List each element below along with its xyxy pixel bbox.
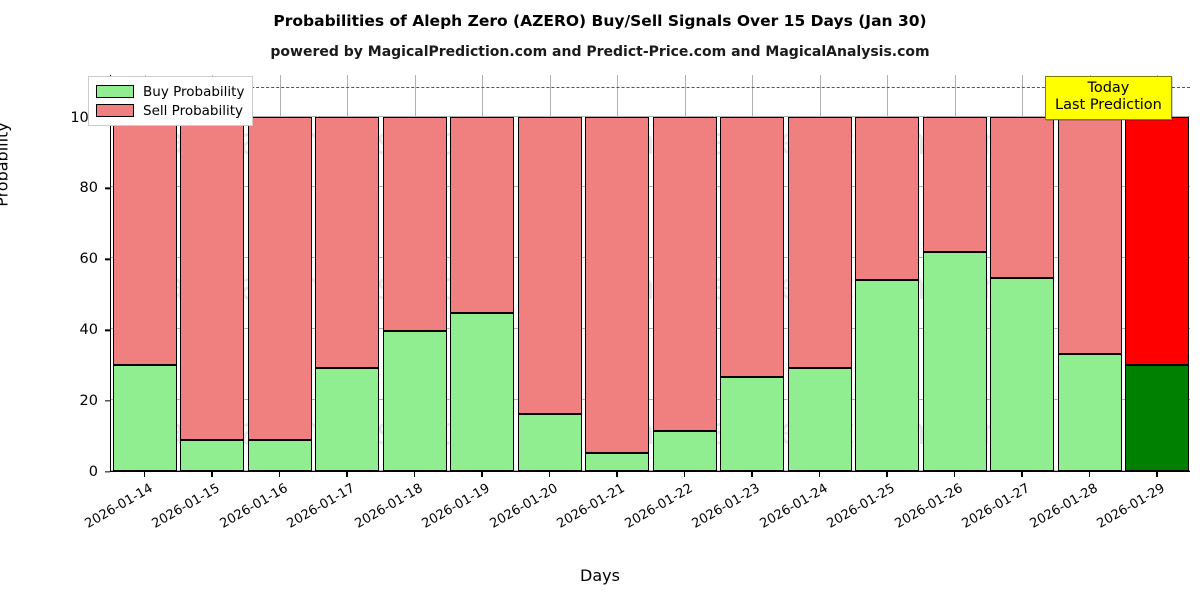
x-axis-tick-mark: [1088, 472, 1091, 477]
legend-item-sell[interactable]: Sell Probability: [96, 101, 244, 120]
bar-group[interactable]: [720, 75, 785, 471]
bar-group[interactable]: [450, 75, 515, 471]
bar-group[interactable]: [585, 75, 650, 471]
legend-label-buy: Buy Probability: [143, 83, 245, 100]
bar-group[interactable]: [247, 75, 312, 471]
bar-group[interactable]: [517, 75, 582, 471]
bar-segment-buy[interactable]: [990, 277, 1055, 471]
bar-segment-buy[interactable]: [652, 430, 717, 471]
y-axis-label: Probability: [0, 122, 12, 207]
bar-segment-buy[interactable]: [855, 279, 920, 471]
legend-label-sell: Sell Probability: [143, 102, 244, 119]
bar-segment-sell[interactable]: [1057, 116, 1122, 355]
today-annotation-line1: Today: [1087, 80, 1130, 96]
legend-item-buy[interactable]: Buy Probability: [96, 82, 244, 101]
bar-segment-buy[interactable]: [112, 364, 177, 471]
bar-group[interactable]: [315, 75, 380, 471]
gridline-horizontal: [111, 470, 1190, 471]
bar-segment-buy[interactable]: [382, 331, 447, 471]
bar-segment-sell[interactable]: [450, 116, 515, 314]
x-axis-tick-mark: [346, 472, 348, 477]
y-axis-tick-mark: [105, 187, 110, 190]
bar-segment-sell[interactable]: [315, 116, 380, 369]
bar-group[interactable]: [922, 75, 987, 471]
legend-swatch-sell-icon: [96, 104, 134, 117]
bar-segment-sell[interactable]: [922, 116, 987, 252]
bar-segment-sell[interactable]: [855, 116, 920, 280]
bar-segment-buy[interactable]: [1125, 364, 1190, 471]
y-axis-tick-mark: [105, 400, 110, 402]
bar-segment-sell[interactable]: [247, 116, 312, 441]
bar-group-today[interactable]: [1125, 75, 1190, 471]
bar-segment-sell[interactable]: [382, 116, 447, 331]
bar-group[interactable]: [112, 75, 177, 471]
bar-segment-buy[interactable]: [922, 251, 987, 471]
bar-group[interactable]: [855, 75, 920, 471]
x-axis-tick-mark: [616, 472, 618, 477]
legend-swatch-buy-icon: [96, 85, 134, 98]
y-axis-tick-label: 40: [79, 322, 98, 339]
x-axis-tick-mark: [1156, 472, 1158, 477]
x-axis-tick-mark: [278, 472, 281, 477]
bar-segment-sell[interactable]: [112, 116, 177, 365]
bar-segment-sell[interactable]: [990, 116, 1055, 278]
bar-segment-buy[interactable]: [450, 313, 515, 471]
y-axis-tick-label: 60: [79, 251, 98, 268]
bar-segment-sell[interactable]: [652, 116, 717, 431]
chart-title: Probabilities of Aleph Zero (AZERO) Buy/…: [273, 12, 927, 30]
bar-group[interactable]: [787, 75, 852, 471]
bar-group[interactable]: [180, 75, 245, 471]
bar-segment-buy[interactable]: [180, 440, 245, 471]
y-axis-tick-mark: [105, 329, 110, 331]
x-axis-tick-mark: [683, 472, 686, 477]
gridline-horizontal: [111, 399, 1190, 401]
bar-segment-buy[interactable]: [517, 414, 582, 471]
x-axis-tick-mark: [751, 472, 753, 477]
x-axis-tick-mark: [1021, 472, 1023, 477]
y-axis-tick-mark: [105, 258, 110, 260]
bar-segment-buy[interactable]: [247, 440, 312, 471]
bar-group[interactable]: [1057, 75, 1122, 471]
gridline-horizontal: [111, 328, 1190, 330]
x-axis-tick-mark: [818, 472, 821, 477]
bar-segment-buy[interactable]: [1057, 354, 1122, 471]
x-axis-tick-mark: [886, 472, 888, 477]
bar-group[interactable]: [382, 75, 447, 471]
bar-segment-buy[interactable]: [585, 453, 650, 471]
x-axis-tick-mark: [413, 472, 416, 477]
bar-group[interactable]: [652, 75, 717, 471]
y-axis-tick-label: 80: [79, 180, 98, 197]
bar-segment-sell[interactable]: [720, 116, 785, 378]
y-axis-tick-label: 0: [88, 464, 98, 480]
x-axis-tick-mark: [211, 472, 213, 477]
threshold-line: [111, 87, 1190, 89]
bar-segment-sell[interactable]: [180, 116, 245, 441]
today-annotation-line2: Last Prediction: [1055, 97, 1162, 114]
x-axis-label: Days: [580, 566, 620, 585]
chart-subtitle: powered by MagicalPrediction.com and Pre…: [270, 44, 930, 60]
today-annotation: Today Last Prediction: [1045, 76, 1172, 121]
x-axis-tick-mark: [143, 472, 146, 477]
bar-segment-sell[interactable]: [1125, 116, 1190, 365]
chart-legend: Buy Probability Sell Probability: [88, 76, 254, 126]
bar-segment-sell[interactable]: [517, 116, 582, 415]
bar-segment-sell[interactable]: [787, 116, 852, 369]
gridline-horizontal: [111, 257, 1190, 259]
y-axis-tick-mark: [105, 471, 110, 473]
bar-segment-sell[interactable]: [585, 116, 650, 454]
x-axis-tick-mark: [481, 472, 483, 477]
gridline-horizontal: [111, 186, 1190, 188]
bar-segment-buy[interactable]: [787, 368, 852, 471]
x-axis-tick-mark: [953, 472, 956, 477]
gridline-horizontal: [111, 115, 1190, 117]
bar-segment-buy[interactable]: [315, 368, 380, 471]
bar-group[interactable]: [990, 75, 1055, 471]
x-axis-tick-mark: [548, 472, 551, 477]
y-axis-tick-label: 20: [79, 393, 98, 410]
bar-segment-buy[interactable]: [720, 377, 785, 471]
